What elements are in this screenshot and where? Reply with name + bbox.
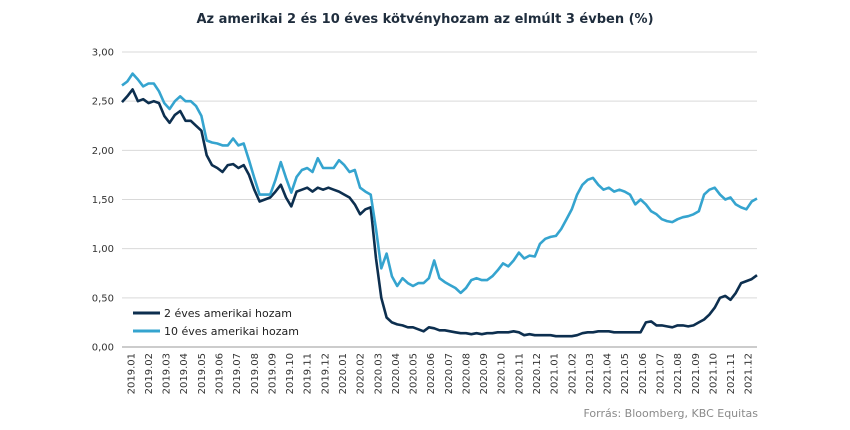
x-tick-label: 2020.04 bbox=[391, 353, 402, 394]
x-tick-label: 2021.12 bbox=[744, 353, 755, 394]
x-tick-label: 2020.05 bbox=[409, 353, 420, 394]
x-tick-label: 2019.01 bbox=[126, 353, 137, 394]
x-tick-label: 2020.09 bbox=[479, 353, 490, 394]
x-tick-label: 2019.12 bbox=[320, 353, 331, 394]
x-tick-label: 2019.05 bbox=[197, 353, 208, 394]
x-tick-label: 2020.07 bbox=[444, 353, 455, 394]
y-tick-label: 2,00 bbox=[92, 146, 114, 157]
x-tick-label: 2020.08 bbox=[461, 353, 472, 394]
x-tick-label: 2021.01 bbox=[550, 353, 561, 394]
series-lines bbox=[121, 72, 758, 338]
x-tick-label: 2020.06 bbox=[426, 353, 437, 394]
x-tick-label: 2021.08 bbox=[673, 353, 684, 394]
y-tick-label: 0,00 bbox=[92, 343, 114, 354]
x-tick-label: 2021.10 bbox=[708, 353, 719, 394]
legend-label: 10 éves amerikai hozam bbox=[164, 325, 299, 338]
x-tick-label: 2019.03 bbox=[162, 353, 173, 394]
x-tick-label: 2019.09 bbox=[267, 353, 278, 394]
x-tick-label: 2020.02 bbox=[356, 353, 367, 394]
x-tick-label: 2021.09 bbox=[691, 353, 702, 394]
y-tick-label: 3,00 bbox=[92, 48, 114, 59]
source-note: Forrás: Bloomberg, KBC Equitas bbox=[583, 407, 758, 420]
x-tick-label: 2021.02 bbox=[567, 353, 578, 394]
x-tick-label: 2019.08 bbox=[250, 353, 261, 394]
x-axis-ticks: 2019.01 2019.02 2019.03 2019.04 2019.05 2019.… bbox=[126, 353, 754, 394]
chart-title: Az amerikai 2 és 10 éves kötvényhozam az… bbox=[196, 12, 654, 27]
x-tick-label: 2019.04 bbox=[179, 353, 190, 394]
grid-lines bbox=[122, 51, 757, 348]
x-tick-label: 2020.11 bbox=[514, 353, 525, 394]
x-tick-label: 2019.02 bbox=[144, 353, 155, 394]
legend-label: 2 éves amerikai hozam bbox=[164, 307, 292, 320]
x-tick-label: 2020.03 bbox=[373, 353, 384, 394]
x-tick-label: 2020.12 bbox=[532, 353, 543, 394]
x-tick-label: 2021.03 bbox=[585, 353, 596, 394]
x-tick-label: 2020.01 bbox=[338, 353, 349, 394]
x-tick-label: 2019.11 bbox=[303, 353, 314, 394]
series-line bbox=[121, 72, 758, 295]
y-tick-label: 2,50 bbox=[92, 97, 114, 108]
x-tick-label: 2021.06 bbox=[638, 353, 649, 394]
x-tick-label: 2021.05 bbox=[620, 353, 631, 394]
y-tick-label: 0,50 bbox=[92, 293, 114, 304]
x-tick-label: 2020.10 bbox=[497, 353, 508, 394]
x-tick-label: 2019.10 bbox=[285, 353, 296, 394]
x-tick-label: 2021.07 bbox=[655, 353, 666, 394]
series-line bbox=[121, 88, 758, 338]
x-tick-label: 2021.04 bbox=[603, 353, 614, 394]
x-tick-label: 2019.06 bbox=[215, 353, 226, 394]
legend: 2 éves amerikai hozam 10 éves amerikai ho… bbox=[133, 307, 299, 338]
y-tick-label: 1,00 bbox=[92, 244, 114, 255]
y-tick-label: 1,50 bbox=[92, 195, 114, 206]
y-axis-ticks: 0,00 0,50 1,00 1,50 2,00 2,50 3,00 bbox=[92, 48, 114, 354]
x-tick-label: 2019.07 bbox=[232, 353, 243, 394]
x-tick-label: 2021.11 bbox=[726, 353, 737, 394]
